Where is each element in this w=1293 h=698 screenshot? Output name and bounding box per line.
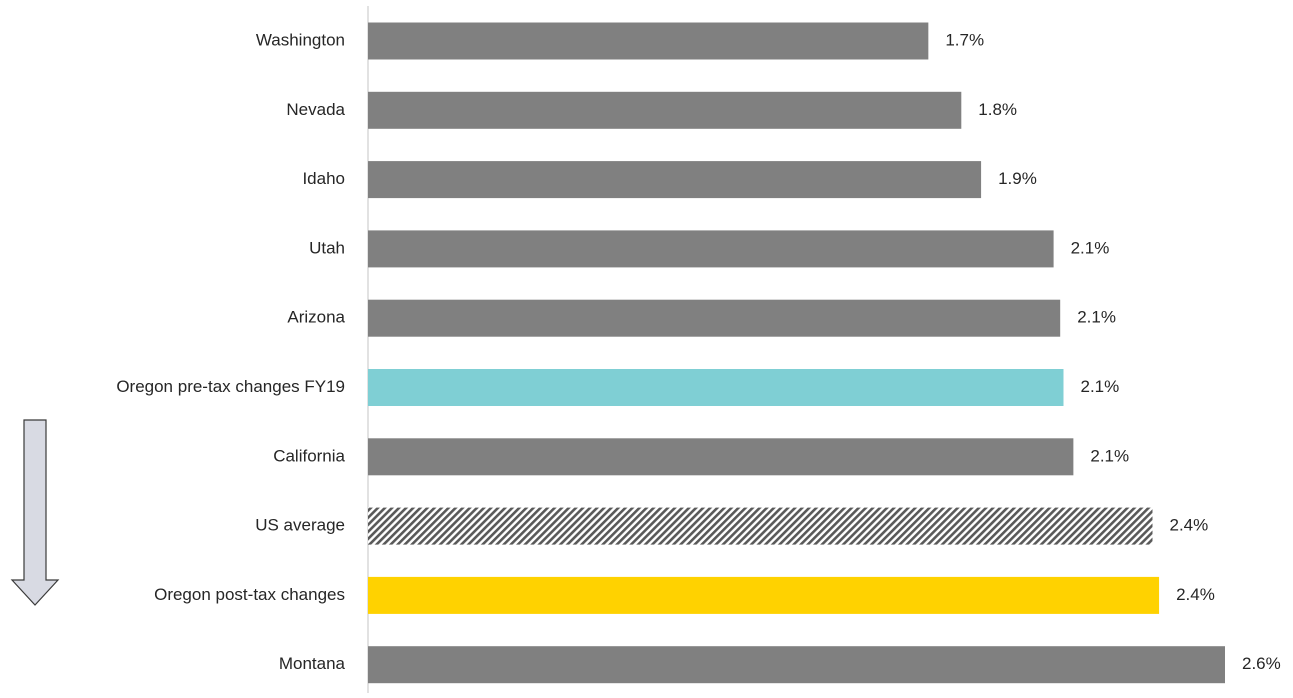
category-label: Montana (279, 654, 346, 673)
category-label: California (273, 446, 345, 465)
category-label: Utah (309, 238, 345, 257)
category-label: Idaho (302, 169, 345, 188)
category-label: Arizona (287, 308, 345, 327)
value-label: 2.1% (1090, 446, 1129, 465)
down-arrow (10, 419, 60, 606)
bar (368, 299, 1061, 337)
category-label: Nevada (286, 100, 345, 119)
value-label: 1.9% (998, 169, 1037, 188)
category-label: Oregon pre-tax changes FY19 (116, 377, 345, 396)
bar (368, 576, 1160, 614)
category-label: Washington (256, 30, 345, 49)
bar (368, 22, 929, 60)
bar (368, 369, 1064, 406)
value-label: 2.6% (1242, 654, 1281, 673)
value-label: 1.8% (978, 100, 1017, 119)
bar (368, 507, 1153, 545)
category-label: Oregon post-tax changes (154, 585, 345, 604)
value-label: 2.1% (1071, 238, 1110, 257)
value-label: 2.4% (1169, 516, 1208, 535)
value-label: 2.4% (1176, 585, 1215, 604)
bar (368, 438, 1074, 476)
bar (368, 91, 962, 129)
category-label: US average (255, 516, 345, 535)
bar (368, 161, 982, 199)
bar (368, 646, 1225, 684)
value-label: 1.7% (945, 30, 984, 49)
value-label: 2.1% (1080, 377, 1119, 396)
value-label: 2.1% (1077, 308, 1116, 327)
bar (368, 230, 1054, 268)
